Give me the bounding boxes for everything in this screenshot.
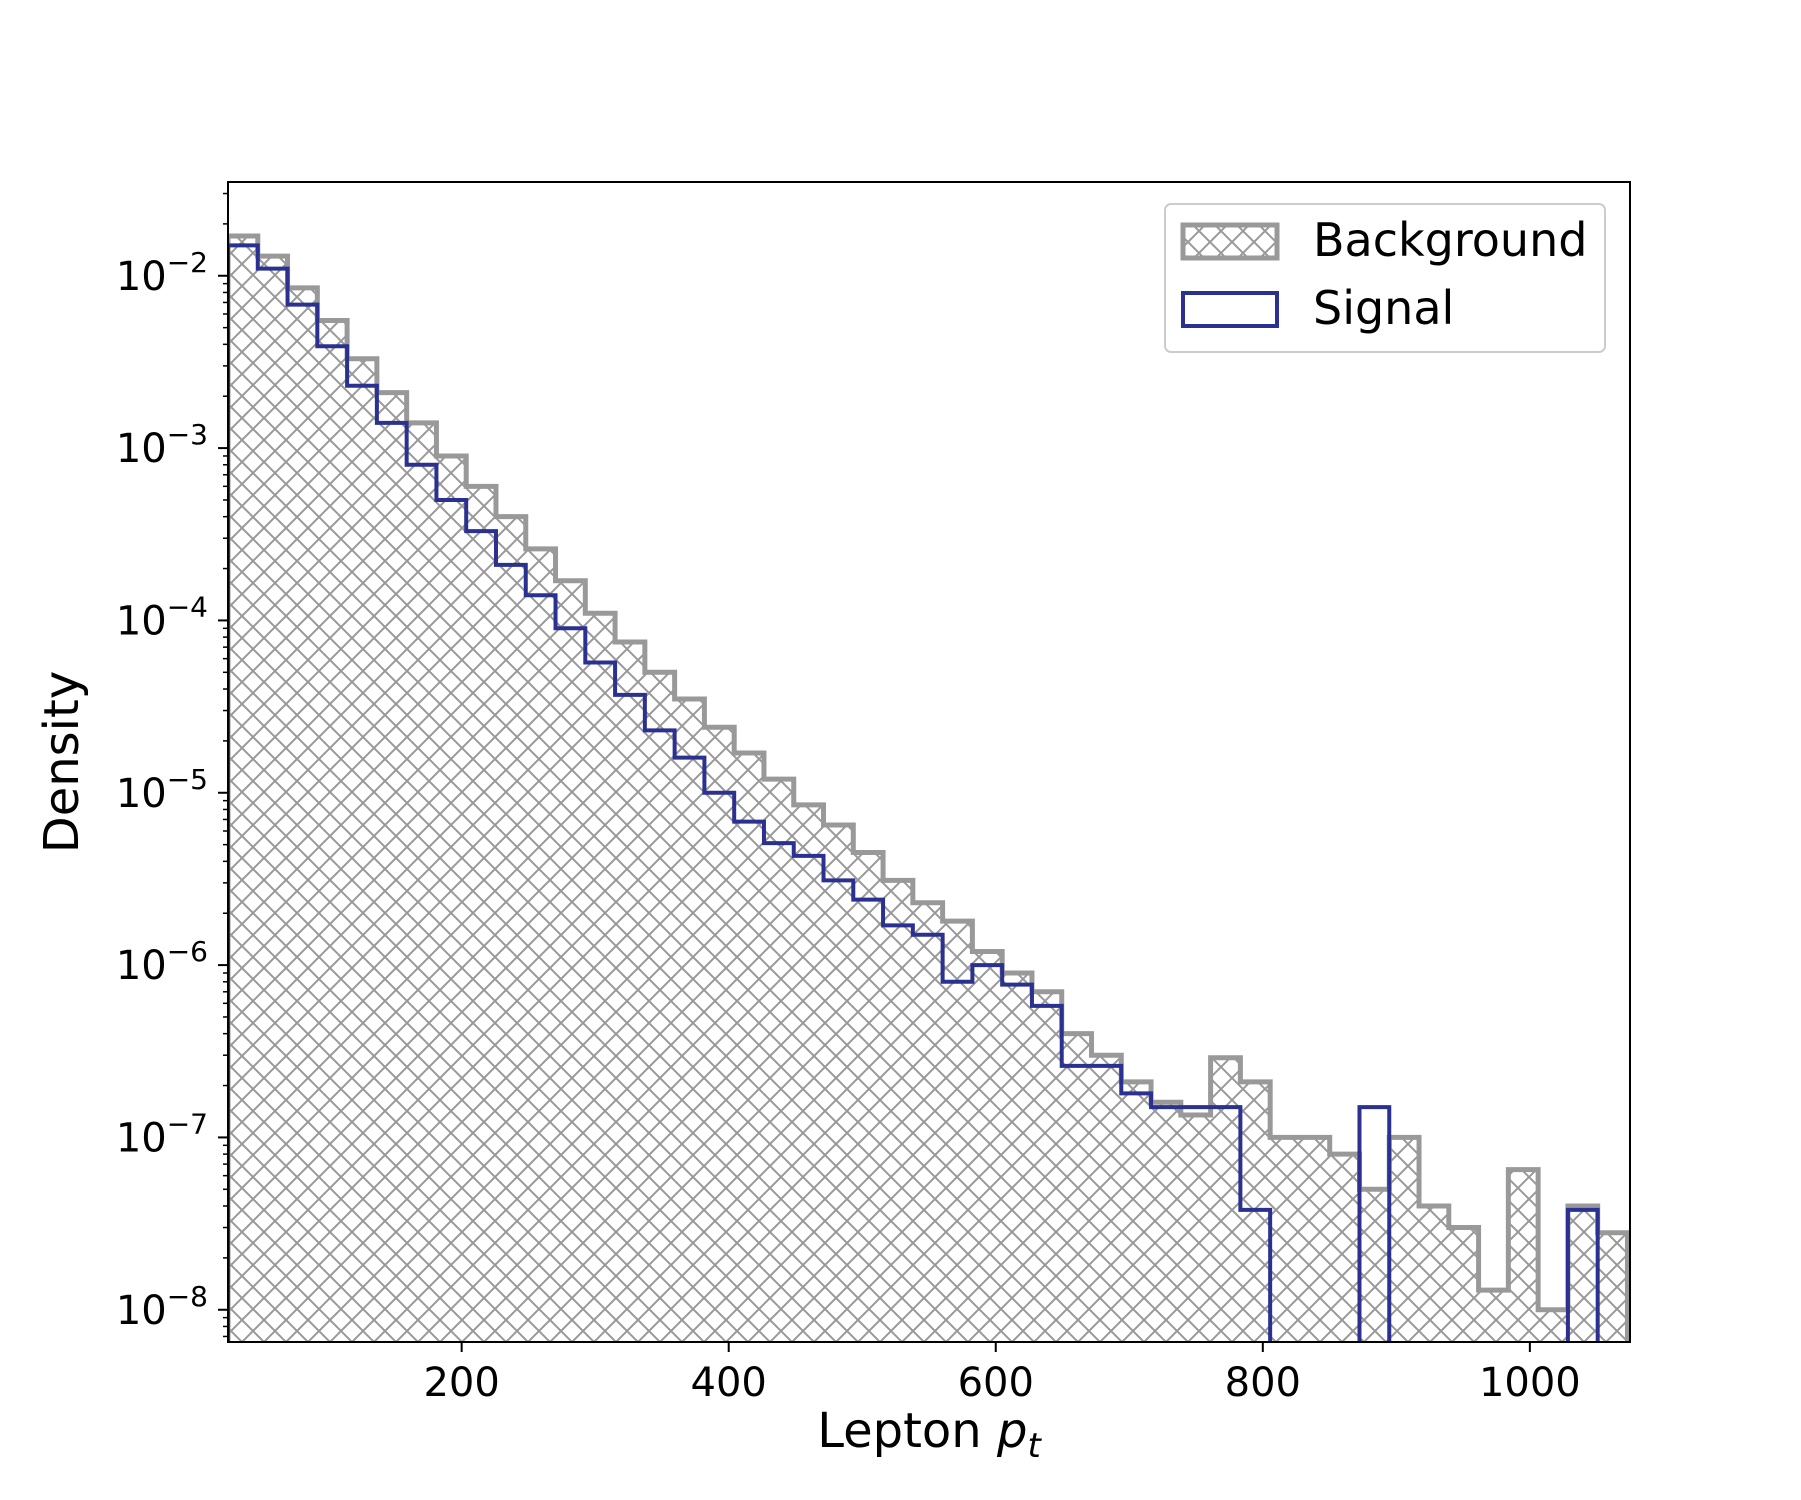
legend-label-background: Background [1313,213,1587,267]
y-tick-label: 10−2 [116,246,208,300]
x-tick-label-600: 600 [958,1360,1034,1406]
legend-label-signal: Signal [1313,281,1454,335]
y-tick-label: 10−6 [116,935,208,989]
x-tick-label-800: 800 [1225,1360,1301,1406]
signal-series [228,243,1600,1342]
legend-swatch-background [1180,222,1280,261]
legend: Background Signal [1164,203,1606,353]
y-tick-label: 10−5 [116,763,208,817]
background-outline [228,233,1630,1342]
x-tick-label-200: 200 [423,1360,499,1406]
y-tick-label: 10−4 [116,590,208,644]
signal-outline [228,243,1600,1342]
background-fill [228,236,1628,1342]
y-axis-label: Density [34,671,90,853]
y-tick-label: 10−3 [116,418,208,472]
x-tick-label-400: 400 [691,1360,767,1406]
plot-frame [227,181,1631,1343]
x-tick-label-1000: 1000 [1479,1360,1581,1406]
x-axis-label: Lepton pt [817,1403,1042,1466]
y-tick-label: 10−8 [116,1280,208,1334]
background-series [228,233,1630,1342]
y-tick-label: 10−7 [116,1107,208,1161]
legend-swatch-signal [1181,291,1279,328]
